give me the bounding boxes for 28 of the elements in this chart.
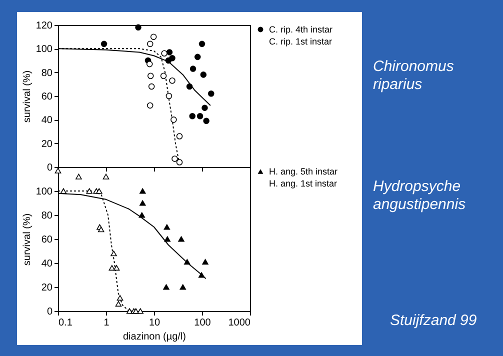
x-tick-label: 1000	[228, 318, 251, 328]
y-tick-label: 100	[36, 186, 53, 198]
x-tick-label: 0.1	[58, 318, 73, 328]
y-tick-label: 0	[46, 162, 53, 174]
y-tick-label: 80	[41, 210, 53, 222]
x-axis-title: diazinon (µg/l)	[122, 332, 186, 342]
y-tick-label: 80	[41, 68, 53, 79]
legend-label: H. ang. 5th instar	[269, 166, 338, 176]
text: Chironomus riparius	[373, 58, 455, 94]
y-tick-label: 60	[41, 92, 53, 102]
y-tick-label: 60	[41, 234, 53, 246]
x-tick-label: 10	[148, 318, 160, 328]
legend-label: C. rip. 4th instar	[269, 24, 333, 34]
y-tick-label: 120	[36, 20, 53, 32]
y-tick-label: 100	[36, 44, 53, 56]
text: C. rip. 1st instar	[269, 36, 332, 46]
y-tick-label: 20	[41, 282, 53, 294]
y-axis-title: survival (%)	[22, 70, 33, 123]
x-tick-label: 100	[194, 318, 212, 328]
text: Hydropsyche angustipennis	[373, 178, 467, 214]
y-tick-label: 40	[41, 258, 53, 270]
text: H. ang. 1st instar	[269, 178, 338, 188]
y-tick-label: 20	[41, 138, 53, 150]
y-tick-label: 0	[46, 306, 53, 318]
text: Stuijfzand 99	[390, 312, 478, 330]
y-tick-label: 40	[41, 115, 53, 126]
y-axis-title: survival (%)	[22, 213, 33, 266]
x-tick-label: 1	[104, 318, 110, 328]
